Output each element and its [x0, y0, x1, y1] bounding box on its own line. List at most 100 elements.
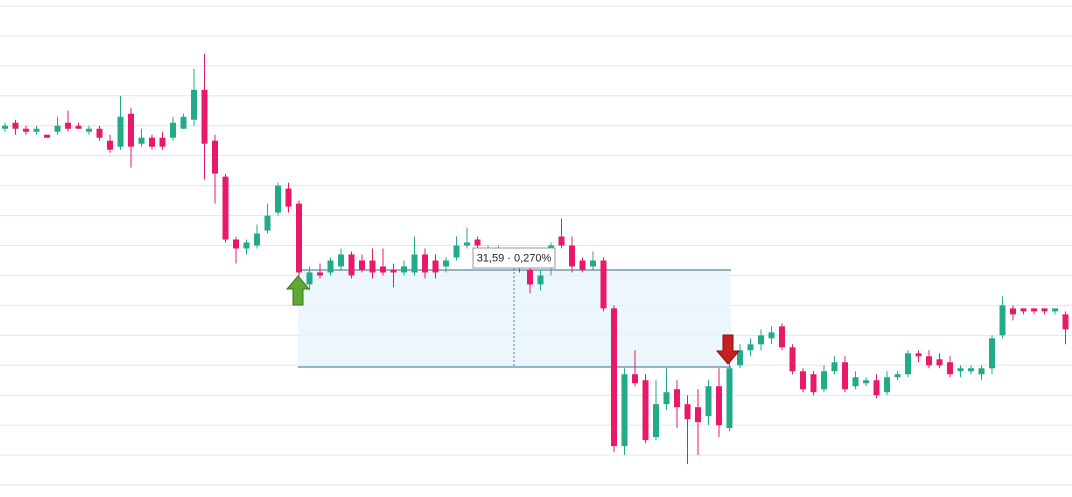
candle-body: [170, 122, 176, 138]
candle-body: [684, 404, 691, 420]
candle-body: [432, 260, 439, 273]
candle-body: [968, 368, 974, 372]
candle-body: [674, 389, 680, 408]
candle-body: [894, 374, 901, 378]
candle-body: [180, 116, 187, 129]
candle-body: [12, 122, 19, 129]
candle-body: [852, 377, 859, 387]
candle-body: [579, 260, 586, 270]
candle-body: [296, 203, 302, 273]
candle-body: [884, 377, 890, 393]
candle-body: [873, 380, 880, 396]
candle-body: [800, 371, 806, 390]
candle-body: [716, 386, 722, 426]
candle-body: [936, 359, 943, 366]
candle-body: [254, 233, 260, 246]
candle-body: [443, 260, 449, 267]
candle-body: [779, 326, 785, 348]
candle-body: [222, 176, 229, 240]
candle-body: [411, 254, 418, 273]
candle-body: [23, 128, 29, 132]
candle-body: [422, 254, 428, 273]
candle-body: [474, 239, 481, 246]
measure-label-box: [472, 247, 556, 269]
measure-box: [298, 270, 731, 367]
candle-body: [642, 380, 649, 441]
candle-body: [737, 350, 743, 366]
candle-body: [86, 128, 92, 132]
candle-body: [117, 116, 124, 147]
candle-body: [989, 338, 995, 369]
buy-arrow: [285, 275, 311, 306]
candle-body: [464, 242, 470, 246]
candle-body: [789, 347, 796, 372]
candle-body: [999, 305, 1006, 336]
candle-body: [44, 134, 50, 138]
candle-body: [306, 272, 313, 285]
candle-body: [33, 128, 40, 132]
sell-arrow: [715, 334, 741, 365]
candle-body: [726, 368, 733, 429]
candle-body: [159, 137, 166, 147]
candle-body: [1010, 308, 1016, 315]
candle-body: [348, 254, 355, 276]
candle-body: [138, 137, 145, 144]
candle-body: [621, 374, 628, 447]
candle-body: [905, 353, 911, 375]
candle-body: [705, 386, 712, 417]
candle-body: [201, 89, 208, 144]
candle-body: [1062, 314, 1069, 330]
candle-body: [569, 245, 575, 267]
candle-body: [558, 236, 565, 246]
candle-body: [947, 362, 953, 375]
candle-body: [768, 332, 775, 339]
candle-body: [75, 125, 82, 129]
candle-body: [107, 140, 113, 150]
candle-body: [842, 362, 848, 390]
candle-body: [1031, 308, 1037, 312]
candle-body: [663, 392, 670, 405]
candle-body: [821, 371, 827, 390]
candle-body: [537, 275, 544, 285]
candle-body: [96, 128, 103, 138]
candle-body: [758, 335, 764, 345]
candle-body: [65, 122, 71, 129]
candle-body: [359, 260, 365, 270]
candle-body: [338, 254, 344, 267]
candle-body: [863, 380, 869, 384]
candles: [2, 53, 1069, 465]
candle-body: [653, 404, 659, 438]
candle-body: [957, 368, 964, 372]
candle-body: [810, 374, 817, 393]
candle-body: [611, 308, 617, 447]
candle-body: [54, 125, 61, 132]
candle-body: [285, 188, 292, 207]
candle-body: [915, 353, 922, 357]
candle-body: [401, 266, 407, 273]
candle-body: [632, 374, 638, 384]
candle-body: [390, 269, 397, 273]
candle-body: [2, 125, 8, 129]
candle-body: [1041, 308, 1048, 312]
candle-body: [453, 245, 460, 258]
grid: [0, 5, 1072, 486]
candle-body: [600, 260, 607, 309]
candle-body: [317, 272, 323, 276]
candle-body: [191, 89, 197, 120]
candle-body: [149, 137, 155, 147]
candle-body: [527, 269, 533, 285]
candle-body: [264, 215, 271, 231]
candle-body: [327, 260, 334, 273]
candle-body: [1020, 308, 1027, 312]
candle-body: [369, 260, 376, 273]
candle-body: [380, 266, 386, 273]
candle-body: [695, 407, 701, 423]
candle-body: [747, 344, 754, 351]
candle-body: [128, 113, 134, 147]
candle-body: [233, 239, 239, 249]
candle-body: [831, 362, 838, 372]
measure-label: 31,59 · 0,270%: [477, 252, 552, 264]
candle-body: [243, 242, 250, 249]
candle-body: [978, 368, 985, 375]
